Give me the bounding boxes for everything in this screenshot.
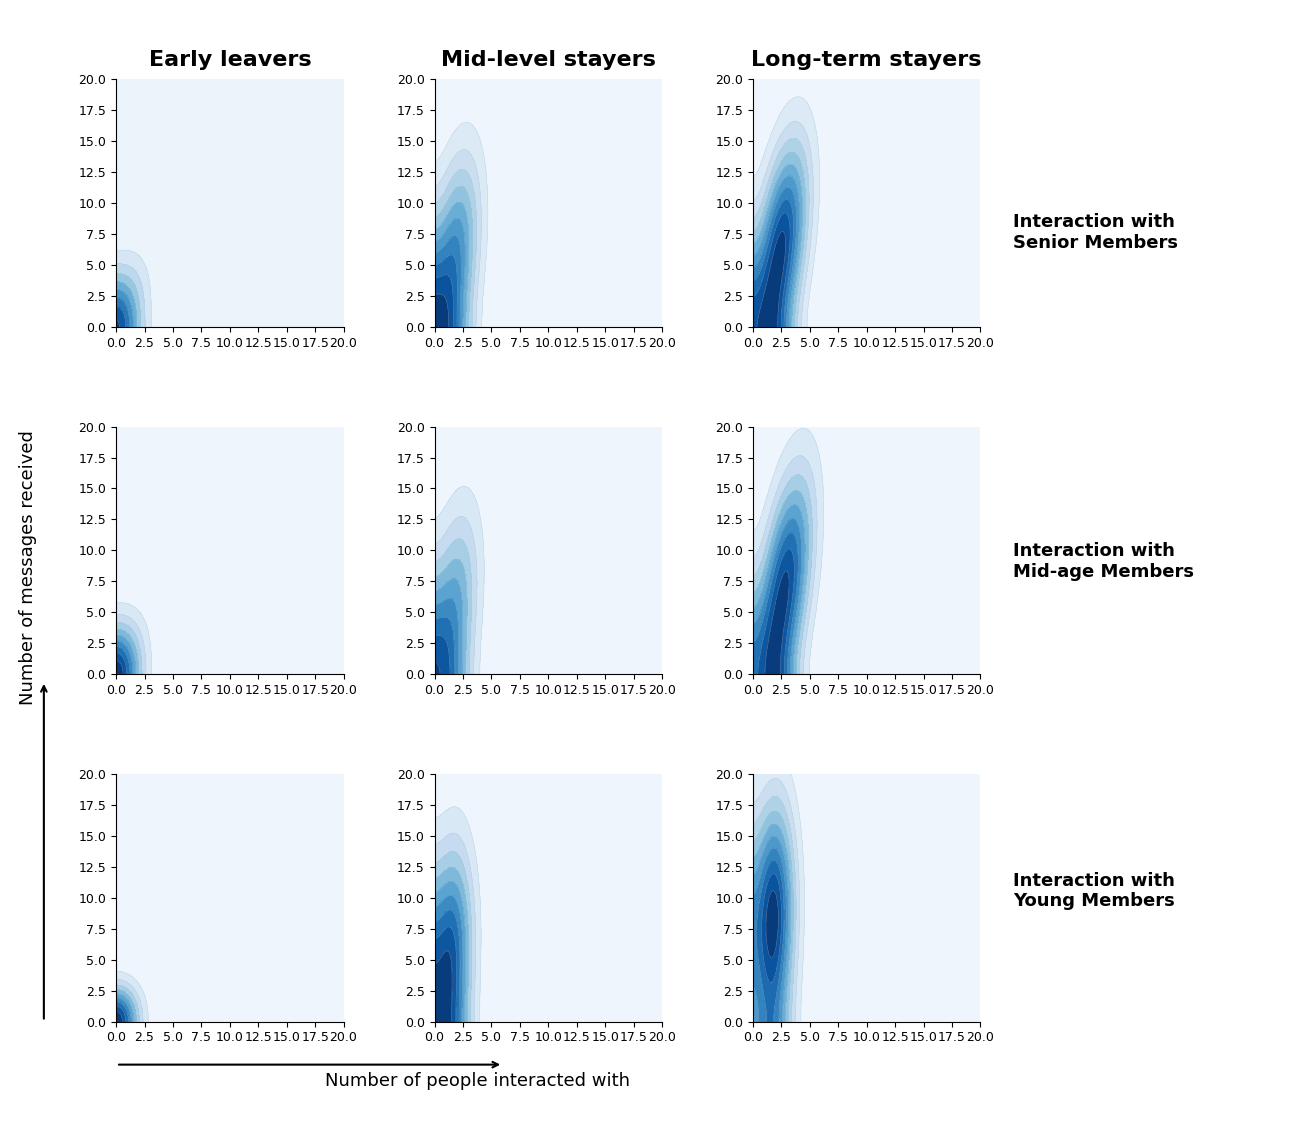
Title: Early leavers: Early leavers <box>148 50 311 69</box>
Text: Interaction with
Young Members: Interaction with Young Members <box>1013 872 1174 910</box>
Text: Number of people interacted with: Number of people interacted with <box>325 1071 630 1090</box>
Text: Number of messages received: Number of messages received <box>19 430 37 705</box>
Title: Mid-level stayers: Mid-level stayers <box>441 50 655 69</box>
Text: Interaction with
Mid-age Members: Interaction with Mid-age Members <box>1013 543 1193 581</box>
Title: Long-term stayers: Long-term stayers <box>752 50 982 69</box>
Text: Interaction with
Senior Members: Interaction with Senior Members <box>1013 213 1178 252</box>
